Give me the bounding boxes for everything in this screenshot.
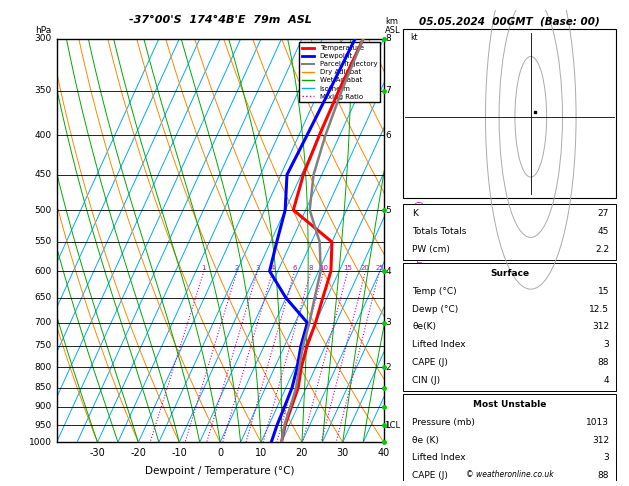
Text: © weatheronline.co.uk: © weatheronline.co.uk bbox=[465, 470, 554, 479]
Text: 312: 312 bbox=[592, 322, 609, 331]
Legend: Temperature, Dewpoint, Parcel Trajectory, Dry Adiabat, Wet Adiabat, Isotherm, Mi: Temperature, Dewpoint, Parcel Trajectory… bbox=[299, 42, 380, 103]
Text: 450: 450 bbox=[35, 170, 52, 179]
Bar bbox=[403, 263, 616, 391]
Text: 88: 88 bbox=[598, 471, 609, 480]
Text: 27: 27 bbox=[598, 209, 609, 218]
Text: 312: 312 bbox=[592, 435, 609, 445]
Text: 600: 600 bbox=[35, 267, 52, 276]
Text: 12.5: 12.5 bbox=[589, 305, 609, 313]
Text: 4: 4 bbox=[270, 265, 275, 271]
Text: Lifted Index: Lifted Index bbox=[412, 340, 465, 349]
Text: -30: -30 bbox=[89, 448, 106, 458]
Text: 750: 750 bbox=[35, 341, 52, 350]
Text: LCL: LCL bbox=[386, 420, 401, 430]
Text: 2: 2 bbox=[386, 363, 391, 372]
Text: θe(K): θe(K) bbox=[412, 322, 436, 331]
Text: 1: 1 bbox=[202, 265, 206, 271]
Text: 2.2: 2.2 bbox=[595, 245, 609, 254]
Text: θe (K): θe (K) bbox=[412, 435, 439, 445]
Text: 650: 650 bbox=[35, 294, 52, 302]
Text: 3: 3 bbox=[603, 340, 609, 349]
Text: 10: 10 bbox=[319, 265, 328, 271]
Text: -37°00'S  174°4B'E  79m  ASL: -37°00'S 174°4B'E 79m ASL bbox=[129, 15, 311, 25]
Text: CAPE (J): CAPE (J) bbox=[412, 358, 448, 367]
Text: -20: -20 bbox=[130, 448, 147, 458]
Text: 15: 15 bbox=[343, 265, 352, 271]
Text: hPa: hPa bbox=[35, 26, 52, 35]
Text: km
ASL: km ASL bbox=[386, 17, 401, 35]
Text: 4: 4 bbox=[386, 267, 391, 276]
Text: 950: 950 bbox=[35, 420, 52, 430]
Text: Lifted Index: Lifted Index bbox=[412, 453, 465, 463]
Text: 800: 800 bbox=[35, 363, 52, 372]
Text: Totals Totals: Totals Totals bbox=[412, 227, 467, 236]
Text: Pressure (mb): Pressure (mb) bbox=[412, 417, 475, 427]
Text: 6: 6 bbox=[386, 131, 391, 140]
Text: Mixing Ratio (g/kg): Mixing Ratio (g/kg) bbox=[416, 201, 425, 280]
Text: 2: 2 bbox=[235, 265, 239, 271]
Text: 0: 0 bbox=[217, 448, 223, 458]
Text: 40: 40 bbox=[377, 448, 390, 458]
Text: 8: 8 bbox=[309, 265, 313, 271]
Text: CIN (J): CIN (J) bbox=[412, 376, 440, 385]
Text: 20: 20 bbox=[296, 448, 308, 458]
Text: 15: 15 bbox=[598, 287, 609, 295]
Text: 20: 20 bbox=[361, 265, 370, 271]
Text: 10: 10 bbox=[255, 448, 267, 458]
Text: -10: -10 bbox=[171, 448, 187, 458]
Text: 45: 45 bbox=[598, 227, 609, 236]
Text: 7: 7 bbox=[386, 86, 391, 95]
Text: 6: 6 bbox=[292, 265, 297, 271]
Bar bbox=[403, 204, 616, 260]
Text: 500: 500 bbox=[35, 206, 52, 214]
Text: 1: 1 bbox=[386, 420, 391, 430]
Bar bbox=[403, 395, 616, 486]
Text: 4: 4 bbox=[603, 376, 609, 385]
Text: 350: 350 bbox=[35, 86, 52, 95]
Text: 300: 300 bbox=[35, 35, 52, 43]
Text: Surface: Surface bbox=[490, 269, 529, 278]
Text: 550: 550 bbox=[35, 238, 52, 246]
Text: 1000: 1000 bbox=[29, 438, 52, 447]
Text: 05.05.2024  00GMT  (Base: 00): 05.05.2024 00GMT (Base: 00) bbox=[419, 17, 600, 27]
Text: 700: 700 bbox=[35, 318, 52, 327]
Text: K: K bbox=[412, 209, 418, 218]
Text: kt: kt bbox=[410, 34, 418, 42]
Text: 25: 25 bbox=[375, 265, 384, 271]
Text: 1013: 1013 bbox=[586, 417, 609, 427]
Bar bbox=[403, 29, 616, 198]
Text: 850: 850 bbox=[35, 383, 52, 392]
Text: 30: 30 bbox=[337, 448, 349, 458]
Text: Temp (°C): Temp (°C) bbox=[412, 287, 457, 295]
Text: 3: 3 bbox=[255, 265, 260, 271]
Text: Most Unstable: Most Unstable bbox=[473, 400, 546, 409]
Text: CAPE (J): CAPE (J) bbox=[412, 471, 448, 480]
Text: 3: 3 bbox=[603, 453, 609, 463]
Text: 8: 8 bbox=[386, 35, 391, 43]
Text: Dewp (°C): Dewp (°C) bbox=[412, 305, 459, 313]
Text: 5: 5 bbox=[386, 206, 391, 214]
Text: PW (cm): PW (cm) bbox=[412, 245, 450, 254]
Text: 3: 3 bbox=[386, 318, 391, 327]
Text: 88: 88 bbox=[598, 358, 609, 367]
Text: Dewpoint / Temperature (°C): Dewpoint / Temperature (°C) bbox=[145, 467, 295, 476]
Text: 400: 400 bbox=[35, 131, 52, 140]
Text: 900: 900 bbox=[35, 402, 52, 412]
